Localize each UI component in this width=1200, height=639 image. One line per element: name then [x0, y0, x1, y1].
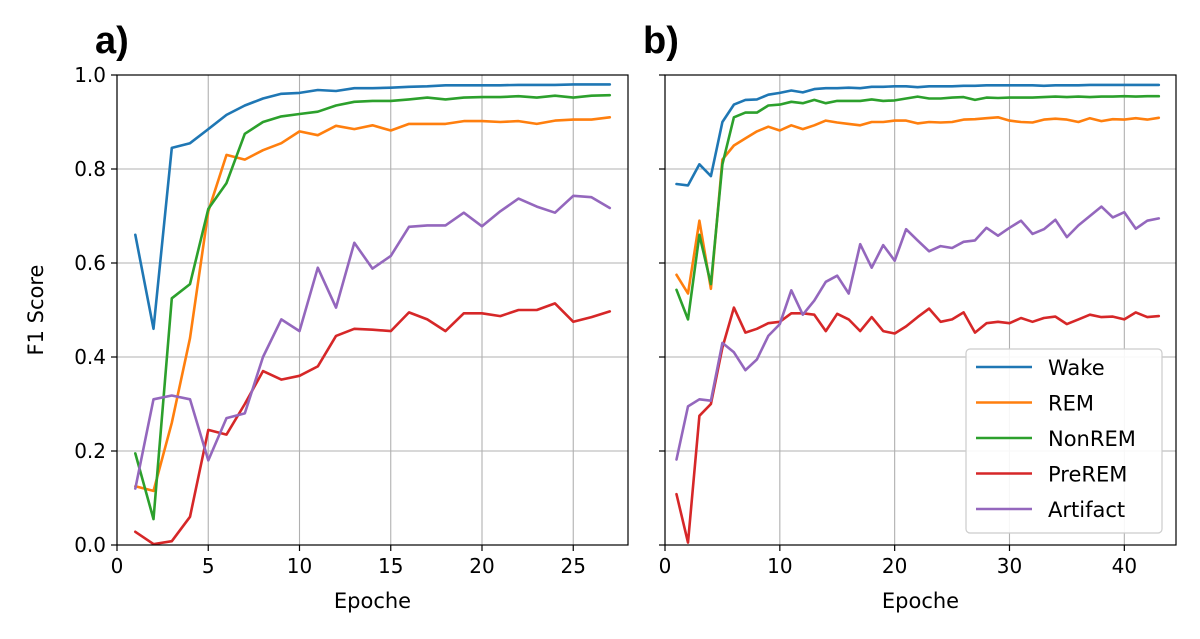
y-tick-label: 1.0	[74, 63, 106, 87]
y-tick-label: 0.8	[74, 157, 106, 181]
panel-b: 0 10 20 30 40 Epoche b) Wake REM NonREM PreREM Arti…	[643, 20, 1177, 613]
series-line-rem	[675, 116, 1161, 295]
series-line-prerem	[134, 302, 612, 546]
series-line-nonrem	[134, 93, 612, 521]
y-tick-label: 0.4	[74, 345, 106, 369]
plot-frame	[664, 74, 1177, 546]
x-tick-label: 15	[378, 554, 403, 578]
y-axis-label: F1 Score	[24, 265, 48, 356]
x-tick-label: 40	[1112, 554, 1137, 578]
plot-frame	[116, 74, 629, 546]
series-line-artifact	[134, 194, 612, 490]
legend-entry-nonrem: NonREM	[1048, 427, 1136, 451]
x-tick-label: 20	[469, 554, 494, 578]
series-line-rem	[134, 116, 612, 493]
panel-a: 0 5 10 15 20 25 0.0 0.2 0.4 0.6 0.8 1.0 Epoche F1 Sco…	[24, 20, 629, 613]
panel-label: a)	[95, 20, 129, 62]
series-line-nonrem	[675, 94, 1161, 321]
y-tick-label: 0.2	[74, 439, 106, 463]
x-tick-label: 25	[561, 554, 586, 578]
legend-entry-rem: REM	[1048, 392, 1094, 416]
x-tick-label: 20	[882, 554, 907, 578]
legend-entry-wake: Wake	[1048, 356, 1105, 380]
legend-entry-prerem: PreREM	[1048, 463, 1127, 487]
legend-entry-artifact: Artifact	[1048, 498, 1125, 522]
x-axis-label: Epoche	[334, 589, 411, 613]
x-tick-label: 10	[767, 554, 792, 578]
x-tick-label: 0	[111, 554, 124, 578]
legend: Wake REM NonREM PreREM Artifact	[965, 348, 1163, 534]
x-axis-label: Epoche	[882, 589, 959, 613]
series-line-prerem	[675, 306, 1161, 544]
x-tick-label: 30	[997, 554, 1022, 578]
y-tick-label: 0.0	[74, 533, 106, 557]
series-line-wake	[134, 83, 612, 331]
series-line-wake	[675, 83, 1161, 187]
series-line-artifact	[675, 205, 1161, 461]
legend-box	[965, 348, 1163, 534]
y-tick-label: 0.6	[74, 251, 106, 275]
x-tick-label: 0	[659, 554, 672, 578]
x-tick-label: 5	[202, 554, 215, 578]
x-tick-label: 10	[287, 554, 312, 578]
panel-label: b)	[643, 20, 679, 62]
